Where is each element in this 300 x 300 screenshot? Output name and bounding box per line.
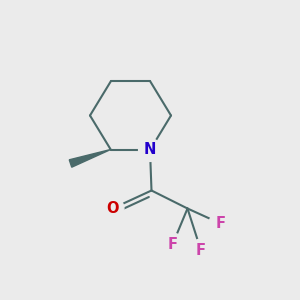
Text: F: F bbox=[196, 243, 206, 258]
Circle shape bbox=[209, 212, 232, 235]
Circle shape bbox=[190, 239, 212, 262]
Text: O: O bbox=[106, 201, 119, 216]
Polygon shape bbox=[69, 149, 111, 167]
Text: N: N bbox=[144, 142, 156, 158]
Text: F: F bbox=[215, 216, 226, 231]
Circle shape bbox=[101, 197, 124, 220]
Text: F: F bbox=[167, 237, 178, 252]
Circle shape bbox=[139, 139, 161, 161]
Circle shape bbox=[161, 233, 184, 256]
